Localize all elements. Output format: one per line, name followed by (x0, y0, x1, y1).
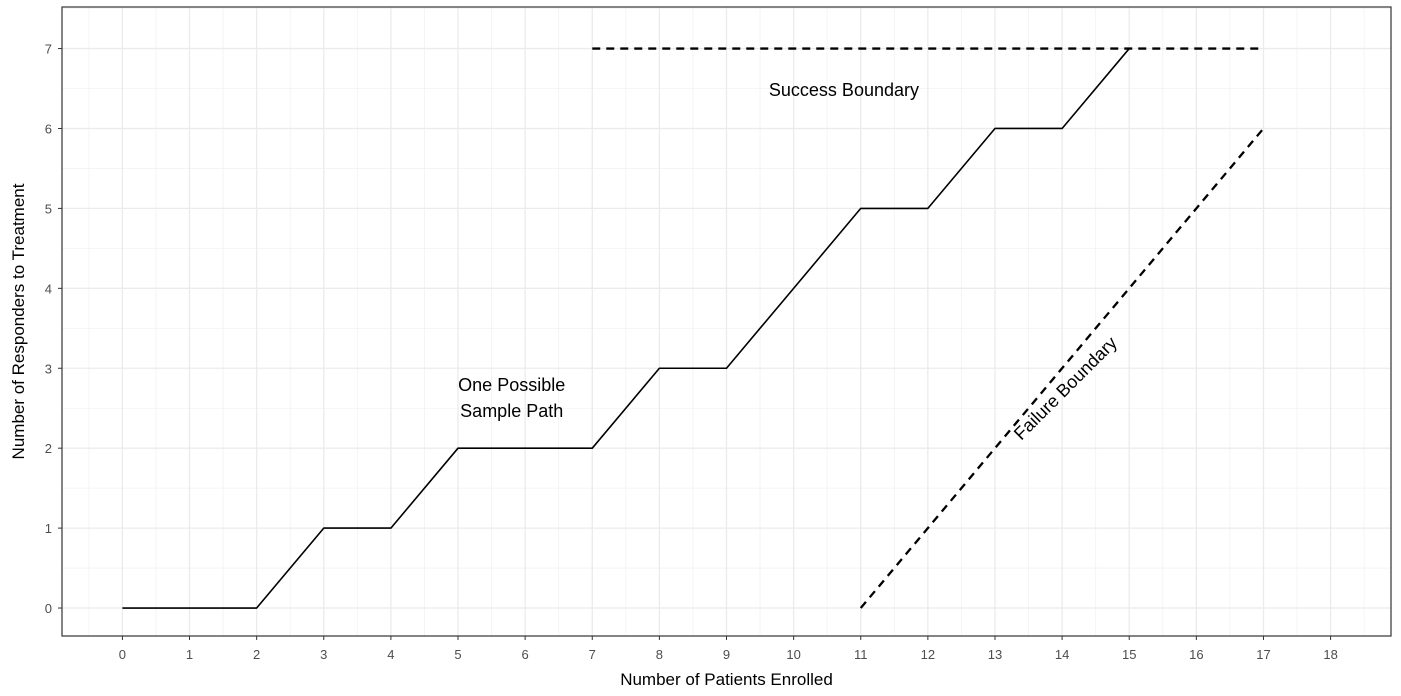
x-tick-label: 2 (253, 647, 260, 662)
x-tick-label: 18 (1323, 647, 1337, 662)
x-tick-label: 13 (988, 647, 1002, 662)
x-tick-label: 10 (786, 647, 800, 662)
x-tick-label: 14 (1055, 647, 1069, 662)
x-tick-label: 4 (387, 647, 394, 662)
plot-series (122, 47, 1265, 609)
x-tick-label: 8 (656, 647, 663, 662)
x-tick-label: 5 (454, 647, 461, 662)
x-tick-label: 0 (119, 647, 126, 662)
annotation-line: Sample Path (460, 401, 563, 421)
x-axis-title: Number of Patients Enrolled (620, 670, 833, 689)
annotation-failure: Failure Boundary (1010, 333, 1121, 444)
annotation-line: Failure Boundary (1010, 333, 1121, 444)
x-tick-label: 16 (1189, 647, 1203, 662)
annotation-success: Success Boundary (769, 80, 919, 100)
annotation-line: Success Boundary (769, 80, 919, 100)
x-tick-label: 7 (589, 647, 596, 662)
series-line-one-possible-sample-path (122, 48, 1130, 609)
x-tick-label: 1 (186, 647, 193, 662)
x-tick-label: 17 (1256, 647, 1270, 662)
x-tick-label: 11 (854, 647, 868, 662)
y-tick-label: 1 (45, 521, 52, 536)
x-tick-label: 3 (320, 647, 327, 662)
y-tick-label: 0 (45, 601, 52, 616)
series-line-failure-boundary (859, 127, 1265, 609)
annotation-line: One Possible (458, 375, 565, 395)
y-tick-label: 6 (45, 121, 52, 136)
x-tick-label: 12 (921, 647, 935, 662)
x-tick-label: 9 (723, 647, 730, 662)
x-tick-label: 6 (522, 647, 529, 662)
y-tick-label: 4 (45, 281, 52, 296)
y-axis-title: Number of Responders to Treatment (9, 183, 28, 459)
annotation-path: One Possible Sample Path (458, 375, 565, 421)
y-tick-label: 2 (45, 441, 52, 456)
y-tick-label: 5 (45, 201, 52, 216)
annotations: Success Boundary One Possible Sample Path F… (458, 80, 1121, 444)
x-tick-label: 15 (1122, 647, 1136, 662)
y-tick-label: 7 (45, 42, 52, 57)
grid (62, 7, 1391, 636)
y-tick-label: 3 (45, 361, 52, 376)
